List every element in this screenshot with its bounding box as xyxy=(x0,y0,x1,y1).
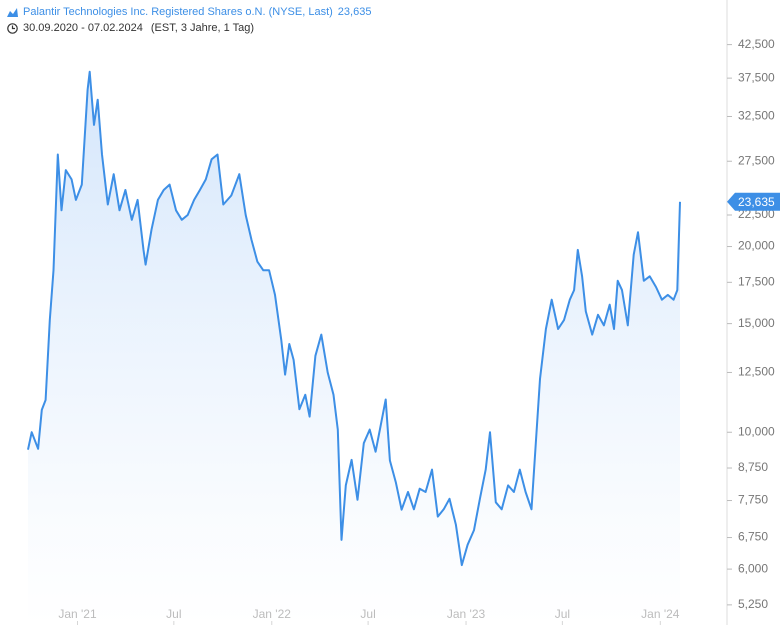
last-price: 23,635 xyxy=(337,6,372,18)
chart-icon xyxy=(7,8,18,17)
y-tick-label: 6,000 xyxy=(738,561,768,575)
y-tick-label: 17,500 xyxy=(738,274,775,288)
range-note: (EST, 3 Jahre, 1 Tag) xyxy=(150,22,255,34)
y-tick-label: 32,500 xyxy=(738,109,775,123)
y-tick-label: 7,750 xyxy=(738,493,768,507)
y-tick-label: 10,000 xyxy=(738,424,775,438)
y-tick-label: 20,000 xyxy=(738,239,775,253)
y-tick-label: 15,000 xyxy=(738,316,775,330)
price-badge xyxy=(727,192,780,211)
y-tick-label: 42,500 xyxy=(738,37,775,51)
y-tick-label: 6,750 xyxy=(738,530,768,544)
area xyxy=(28,71,680,625)
clock-icon xyxy=(7,22,18,34)
date-range: 30.09.2020 - 07.02.2024 xyxy=(23,22,143,34)
y-tick-label: 37,500 xyxy=(738,70,775,84)
price-badge-label: 23,635 xyxy=(738,195,775,209)
title: Palantir Technologies Inc. Registered Sh… xyxy=(23,6,333,18)
line xyxy=(27,70,681,567)
y-tick-label: 12,500 xyxy=(738,365,775,379)
y-tick-label: 8,750 xyxy=(738,460,768,474)
y-tick-label: 27,500 xyxy=(738,153,775,167)
header-range: 30.09.2020 - 07.02.2024 (EST, 3 Jahre, 1… xyxy=(7,22,254,34)
y-tick-label: 5,250 xyxy=(738,597,768,611)
header-title: Palantir Technologies Inc. Registered Sh… xyxy=(7,6,371,18)
